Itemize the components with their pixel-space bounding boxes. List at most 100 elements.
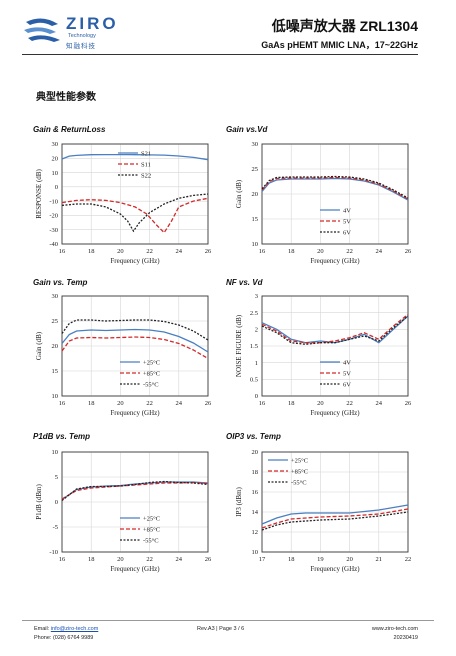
legend-label: +25°C: [143, 515, 160, 522]
y-tick-label: 20: [252, 449, 259, 456]
y-tick-label: -10: [49, 549, 58, 556]
plot-border: [61, 295, 209, 397]
chart-gain-vs-vd: 16 18 20 22 24 26 10 15 20 25 30 Frequency (GHz) Gai…: [235, 141, 412, 265]
footer-divider: [22, 620, 434, 621]
x-axis-label: Frequency (GHz): [110, 409, 160, 417]
plot-border: [261, 451, 409, 553]
y-tick-label: 30: [52, 141, 59, 148]
x-tick-label: 20: [117, 556, 124, 563]
y-tick-label: 0: [55, 499, 58, 506]
y-tick-label: 20: [252, 191, 259, 198]
legend-label: S21: [141, 150, 151, 157]
x-tick-label: 20: [317, 248, 324, 255]
x-tick-label: 22: [405, 556, 412, 563]
x-tick-label: 18: [88, 248, 95, 255]
x-tick-label: 16: [259, 248, 266, 255]
y-tick-label: 20: [52, 155, 59, 162]
x-tick-label: 19: [317, 556, 324, 563]
plot-frame: [61, 143, 209, 245]
footer-website-link[interactable]: www.ziro-tech.com: [371, 626, 418, 632]
footer-phone-number: (028) 6764 9989: [52, 635, 94, 641]
chart-p1db-vs-temp: 16 18 20 22 24 26 -10 -5 0 5 10 Frequency (GHz) P1dB…: [35, 449, 212, 573]
legend-label: +85°C: [143, 526, 160, 533]
x-tick-label: 17: [259, 556, 266, 563]
y-tick-label: 5: [55, 474, 58, 481]
x-tick-label: 20: [346, 556, 353, 563]
x-tick-label: 18: [288, 248, 295, 255]
y-tick-label: 10: [252, 549, 259, 556]
x-tick-label: 26: [205, 400, 212, 407]
x-tick-label: 24: [376, 400, 383, 407]
footer-date: 20230419: [393, 635, 418, 641]
legend-label: +25°C: [143, 359, 160, 366]
plot-border: [261, 295, 409, 397]
y-tick-label: 3: [255, 293, 258, 300]
y-tick-label: 1.5: [250, 343, 258, 350]
logo-name: ZIRO: [66, 14, 119, 33]
y-tick-label: 2: [255, 327, 258, 334]
legend-label: +85°C: [291, 468, 308, 475]
x-tick-label: 24: [376, 248, 383, 255]
x-tick-label: 20: [117, 248, 124, 255]
y-tick-label: 25: [52, 318, 59, 325]
legend-label: 6V: [343, 229, 351, 236]
chart-title-nf-vs-vd: NF vs. Vd: [226, 278, 263, 287]
legend-label: 6V: [343, 381, 351, 388]
x-tick-label: 26: [205, 248, 212, 255]
y-tick-label: 25: [252, 166, 259, 173]
y-tick-label: -10: [49, 198, 58, 205]
y-axis-label: Gain (dB): [35, 331, 43, 360]
legend-label: -55°C: [291, 479, 307, 486]
x-tick-label: 18: [288, 400, 295, 407]
y-axis-label: P1dB (dBm): [35, 484, 43, 520]
y-tick-label: 18: [252, 469, 259, 476]
x-tick-label: 22: [346, 400, 353, 407]
y-tick-label: 0: [255, 393, 258, 400]
y-axis-label: Gain (dB): [235, 179, 243, 208]
x-tick-label: 26: [405, 400, 412, 407]
legend-label: 4V: [343, 207, 351, 214]
legend-label: S22: [141, 172, 151, 179]
y-tick-label: 20: [52, 343, 59, 350]
chart-title-gain-vs-temp: Gain vs. Temp: [33, 278, 88, 287]
y-axis-label: IP3 (dBm): [235, 486, 243, 516]
x-tick-label: 24: [176, 400, 183, 407]
plot-frame: [261, 451, 409, 553]
series-line-55c: [61, 319, 209, 341]
x-tick-label: 18: [88, 400, 95, 407]
y-tick-label: 0.5: [250, 377, 258, 384]
footer-phone-label: Phone:: [34, 635, 52, 641]
document-title: 低噪声放大器 ZRL1304: [271, 18, 418, 34]
y-tick-label: 14: [252, 509, 259, 516]
x-tick-label: 20: [317, 400, 324, 407]
legend-label: 4V: [343, 359, 351, 366]
document-subtitle: GaAs pHEMT MMIC LNA，17~22GHz: [261, 40, 418, 50]
legend-label: -55°C: [143, 537, 159, 544]
footer-email-label: Email:: [34, 626, 50, 632]
legend-label: -55°C: [143, 381, 159, 388]
series-line-s22: [61, 193, 209, 233]
series-line-6v: [261, 315, 409, 345]
y-tick-label: 1: [255, 360, 258, 367]
y-tick-label: 16: [252, 489, 259, 496]
series-line-6v: [261, 175, 409, 199]
x-tick-label: 26: [405, 248, 412, 255]
footer-email-link[interactable]: info@ziro-tech.com: [50, 626, 99, 632]
y-tick-label: 10: [252, 241, 259, 248]
x-tick-label: 16: [259, 400, 266, 407]
series-line-5v: [261, 313, 409, 344]
legend-label: +25°C: [291, 457, 308, 464]
chart-oip3-vs-temp: 17 18 19 20 21 22 10 12 14 16 18 20 Frequency (GHz) I…: [235, 449, 412, 573]
ziro-logo-icon: [24, 18, 60, 42]
x-tick-label: 22: [146, 400, 153, 407]
x-tick-label: 18: [288, 556, 295, 563]
chart-title-gain-returnloss: Gain & ReturnLoss: [33, 125, 106, 134]
series-line-55c: [61, 480, 209, 502]
series-line-25c: [61, 328, 209, 353]
footer-email: Email: info@ziro-tech.com: [34, 626, 98, 632]
legend-label: +85°C: [143, 370, 160, 377]
x-tick-label: 16: [59, 248, 66, 255]
legend-label: 5V: [343, 218, 351, 225]
chart-title-p1db-vs-temp: P1dB vs. Temp: [33, 432, 91, 441]
series-line-s11: [61, 197, 209, 234]
